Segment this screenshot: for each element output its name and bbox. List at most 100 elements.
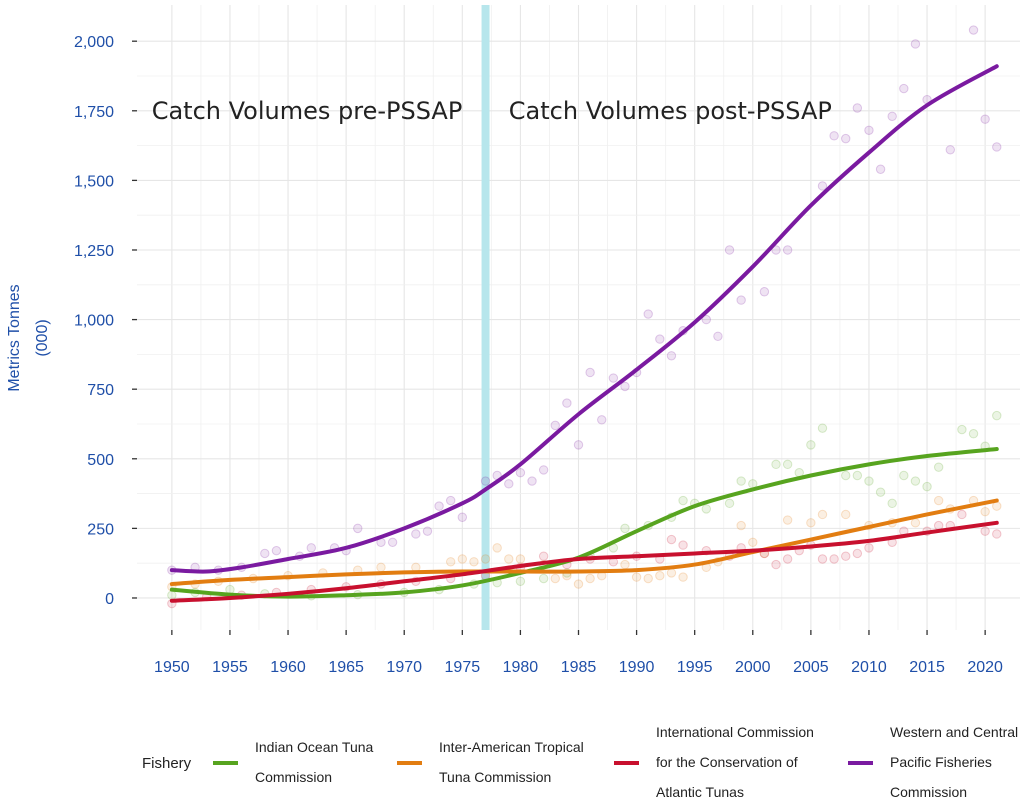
legend-label-series-3: Commission — [890, 784, 967, 800]
scatter-point — [643, 573, 653, 584]
scatter-point — [678, 572, 688, 582]
legend-label-series-3: Pacific Fisheries — [890, 754, 992, 770]
legend: Fishery Indian Ocean Tuna Commission Inter-… — [142, 724, 1018, 800]
x-tick-label: 1985 — [561, 659, 597, 676]
scatter-point — [887, 111, 897, 122]
trend-lines — [169, 64, 999, 603]
scatter-point — [782, 459, 793, 470]
scatter-point — [945, 145, 955, 155]
trend-line-series-1 — [169, 498, 999, 587]
axes: 0 250 500 750 1,000 1,250 1,500 1,750 2,000 1950 1… — [6, 34, 1003, 676]
scatter-point — [736, 476, 746, 486]
scatter-point — [852, 548, 863, 559]
scatter-point — [608, 373, 619, 383]
y-axis-title-line: Metrics Tonnes — [6, 284, 23, 391]
scatter-point — [445, 495, 456, 506]
scatter-point — [434, 501, 444, 511]
legend-label-series-2: International Commission — [656, 724, 814, 740]
legend-label-series-2: for the Conservation of — [656, 754, 798, 770]
scatter-point — [817, 554, 828, 564]
scatter-point — [550, 420, 560, 431]
scatter-point — [527, 476, 537, 486]
scatter-point — [829, 554, 839, 564]
x-tick-label: 2000 — [735, 659, 771, 676]
scatter-point — [515, 576, 526, 586]
legend-label-series-1: Tuna Commission — [439, 769, 551, 785]
scatter-point — [678, 540, 688, 550]
scatter-point — [887, 498, 897, 509]
pssap-band-rect — [481, 5, 490, 630]
y-tick-label: 500 — [87, 452, 114, 469]
scatter-point — [910, 39, 921, 49]
x-tick-label: 1955 — [212, 659, 248, 676]
scatter-point — [492, 543, 502, 553]
scatter-point — [457, 554, 468, 564]
scatter-point — [562, 398, 572, 408]
scatter-point — [724, 245, 735, 255]
x-tick-label: 2010 — [851, 659, 887, 676]
scatter-point — [933, 462, 944, 472]
scatter-point — [550, 573, 560, 584]
scatter-point — [841, 133, 851, 144]
scatter-point — [260, 548, 270, 559]
scatter-point — [992, 410, 1002, 421]
scatter-point — [678, 495, 688, 506]
y-tick-label: 1,500 — [74, 173, 114, 190]
pssap-band — [481, 5, 490, 630]
scatter-point — [817, 423, 828, 433]
scatter-point — [666, 534, 677, 545]
legend-label-series-2: Atlantic Tunas — [656, 784, 744, 800]
scatter-point — [968, 25, 979, 35]
scatter-point — [852, 470, 863, 481]
scatter-point — [992, 529, 1002, 539]
y-tick-label: 0 — [105, 591, 114, 608]
trend-line-series-3 — [169, 64, 999, 574]
scatter-point — [875, 487, 886, 497]
legend-label-series-0: Commission — [255, 769, 332, 785]
scatter-point — [666, 351, 677, 361]
x-tick-label: 1970 — [386, 659, 422, 676]
scatter-point — [713, 331, 723, 341]
scatter-point — [841, 509, 851, 520]
scatter-point — [852, 103, 863, 113]
scatter-point — [353, 523, 363, 534]
scatter-point — [480, 554, 491, 564]
annotation-label: Catch Volumes pre-PSSAP — [152, 97, 463, 125]
y-tick-label: 1,000 — [74, 313, 114, 330]
scatter-point — [387, 537, 398, 548]
scatter-point — [771, 245, 781, 255]
scatter-point — [980, 506, 990, 517]
scatter-point — [782, 245, 793, 255]
trend-line-series-2 — [169, 520, 999, 603]
scatter-point — [922, 481, 932, 492]
scatter-point — [631, 572, 642, 582]
legend-title: Fishery — [142, 755, 192, 772]
x-tick-label: 1980 — [503, 659, 539, 676]
y-axis-title: Metrics Tonnes (000) — [6, 284, 51, 391]
legend-label-series-1: Inter-American Tropical — [439, 739, 584, 755]
scatter-point — [585, 367, 595, 378]
scatter-point — [457, 512, 468, 522]
scatter-point — [933, 495, 944, 506]
annotations: Catch Volumes pre-PSSAP Catch Volumes pos… — [152, 97, 832, 125]
scatter-point — [585, 573, 595, 584]
legend-label-series-3: Western and Central — [890, 724, 1018, 740]
scatter-point — [910, 476, 921, 486]
scatter-point — [782, 515, 793, 525]
x-tick-label: 2015 — [909, 659, 945, 676]
y-tick-label: 1,750 — [74, 104, 114, 121]
scatter-point — [864, 476, 874, 486]
y-tick-label: 1,250 — [74, 243, 114, 260]
scatter-point — [666, 568, 677, 578]
scatter-point — [597, 415, 607, 425]
x-tick-label: 1995 — [677, 659, 713, 676]
y-axis-title-line: (000) — [34, 319, 51, 356]
annotation-label: Catch Volumes post-PSSAP — [509, 97, 832, 125]
scatter-point — [841, 551, 851, 561]
scatter-point — [771, 459, 781, 470]
scatter-point — [167, 590, 177, 600]
x-tick-label: 1975 — [445, 659, 481, 676]
scatter-point — [538, 465, 549, 475]
scatter-point — [992, 501, 1002, 511]
